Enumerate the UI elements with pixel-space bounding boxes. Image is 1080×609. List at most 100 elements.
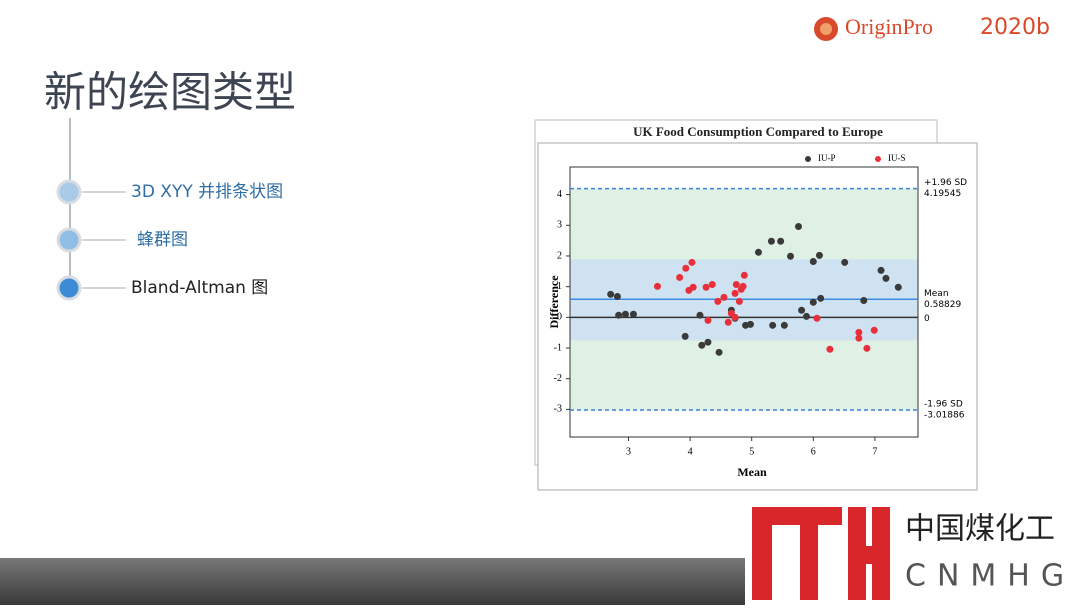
point [754, 248, 762, 256]
mh-stroke [872, 507, 890, 600]
item-text[interactable]: Bland-Altman 图 [131, 278, 268, 298]
point [863, 344, 871, 352]
point [704, 338, 712, 346]
point [882, 274, 890, 282]
logo-version: 2020b [980, 15, 1050, 40]
point [809, 258, 817, 265]
point [740, 271, 748, 279]
origin-icon-inner [820, 23, 832, 35]
plot-frame [569, 166, 919, 438]
point [688, 258, 696, 266]
point [615, 311, 623, 319]
reference-label: -1.96 SD [924, 399, 963, 409]
point [855, 334, 863, 342]
point [813, 314, 821, 322]
plot: 3 4 5 6 7 -3 -2 -1 0 1 2 3 4 +1.96 SD4.19545 Mean0.588… [554, 153, 967, 457]
x-axis-label: Mean [737, 465, 767, 479]
x-tick-label: 5 [749, 446, 754, 457]
y-tick-label: 1 [557, 281, 562, 292]
legend-label: IU-P [818, 153, 836, 163]
point [817, 294, 825, 302]
item-dot [56, 275, 82, 301]
point [809, 298, 817, 306]
y-tick-label: 0 [557, 312, 562, 323]
reference-label: Mean [924, 289, 949, 299]
point [676, 273, 684, 281]
point [682, 264, 690, 272]
reference-value: 4.19545 [924, 189, 961, 199]
reference-value: 0 [924, 314, 930, 324]
mh-stroke [752, 507, 772, 600]
item-text[interactable]: 蜂群图 [137, 230, 188, 250]
y-tick-label: -1 [554, 342, 562, 353]
point [855, 328, 863, 336]
point [826, 345, 834, 353]
footer-cn: 中国煤化工 [905, 512, 1055, 547]
item-dot [56, 227, 82, 253]
x-tick-label: 4 [688, 446, 693, 457]
items: 3D XYY 并排条状图 蜂群图 Bland-Altman 图 [56, 179, 283, 301]
point [870, 326, 878, 334]
chart-title: UK Food Consumption Compared to Europe [633, 124, 883, 139]
point [877, 266, 885, 274]
point [732, 281, 740, 289]
legend-label: IU-S [888, 153, 906, 163]
y-tick-label: 3 [557, 220, 562, 231]
point [860, 296, 868, 304]
point [841, 258, 849, 266]
point [720, 293, 728, 301]
point [894, 283, 902, 291]
x-tick-label: 3 [626, 446, 631, 457]
point [715, 348, 723, 356]
point [629, 310, 637, 318]
point [815, 251, 823, 259]
mh-stroke [752, 507, 842, 525]
point [803, 312, 811, 320]
point [795, 223, 803, 231]
reference-label: +1.96 SD [924, 178, 967, 188]
y-tick-label: 4 [557, 189, 562, 200]
y-tick-label: -2 [554, 373, 562, 384]
point [769, 321, 777, 329]
footer-en: CNMHG [905, 559, 1075, 594]
point [696, 311, 704, 319]
mh-stroke [800, 507, 818, 600]
legend-marker [805, 156, 811, 162]
point [714, 297, 722, 305]
reference-value: -3.01886 [924, 410, 965, 420]
point [767, 237, 775, 245]
x-tick-label: 6 [811, 446, 816, 457]
legend-marker [875, 156, 881, 162]
x-tick-label: 7 [872, 446, 877, 457]
point [698, 341, 706, 349]
mh-logo [752, 507, 890, 600]
item-text[interactable]: 3D XYY 并排条状图 [131, 182, 283, 202]
point [735, 297, 743, 305]
y-tick-label: -3 [554, 404, 562, 415]
point [777, 237, 785, 245]
point [798, 306, 806, 314]
point [787, 252, 795, 260]
reference-value: 0.58829 [924, 300, 961, 310]
point [653, 282, 661, 290]
slide-title: 新的绘图类型 [44, 68, 296, 117]
y-tick-label: 2 [557, 250, 562, 261]
y-axis-label: Difference [547, 275, 561, 329]
point [746, 320, 754, 328]
point [731, 289, 739, 297]
point [704, 316, 712, 324]
point [613, 292, 621, 300]
point [739, 282, 747, 290]
point [724, 318, 732, 326]
point [731, 313, 739, 321]
item-dot [56, 179, 82, 205]
point [621, 310, 629, 318]
point [780, 321, 788, 329]
point [708, 281, 716, 289]
point [607, 290, 615, 298]
point [702, 283, 710, 291]
point [689, 283, 697, 291]
logo-brand: OriginPro [845, 14, 933, 39]
